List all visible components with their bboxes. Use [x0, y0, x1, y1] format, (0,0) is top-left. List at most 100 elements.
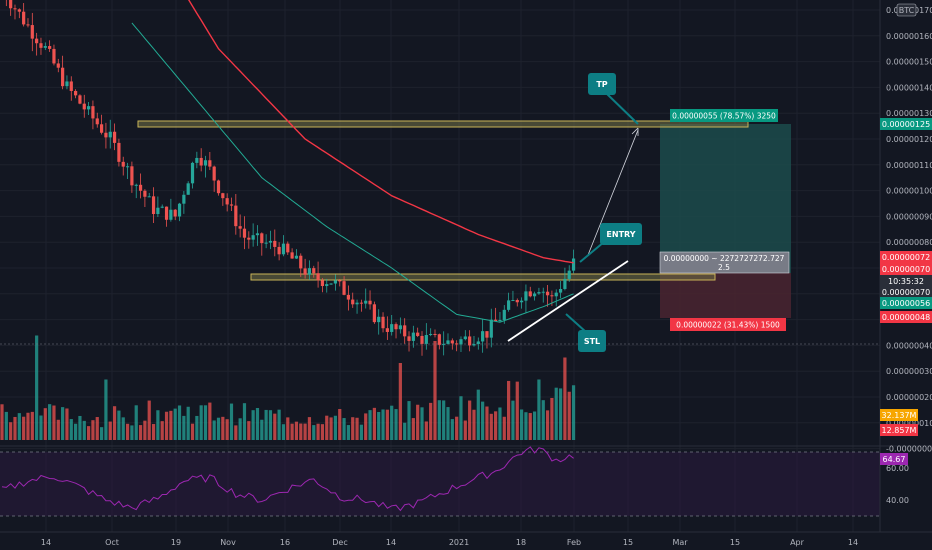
candle-body — [260, 233, 264, 244]
price-tick-label: 0.00000030 — [886, 367, 932, 376]
tp-callout-box[interactable] — [588, 73, 616, 95]
position-target-label[interactable]: 0.00000055 (78.57%) 3250 — [670, 109, 778, 122]
position-entry-label-line1: 0.00000000 ~ 2272727272.727 — [664, 254, 785, 263]
volume-bar — [416, 404, 420, 440]
support-zone[interactable] — [250, 273, 716, 281]
candle-body — [437, 334, 441, 345]
date-tick-label: 15 — [730, 538, 740, 547]
date-tick-label: Feb — [567, 538, 581, 547]
candle-body — [420, 335, 424, 344]
tp-projection-arrow[interactable] — [587, 129, 639, 256]
resistance-rectangle[interactable] — [137, 120, 749, 128]
volume-bar — [342, 418, 346, 440]
volume-bar — [545, 410, 550, 440]
candle-body — [277, 246, 281, 255]
volume-bar — [325, 415, 329, 440]
candle-body — [520, 300, 524, 303]
candle-body — [571, 258, 576, 271]
candle-body — [13, 8, 17, 10]
target-zone-box[interactable] — [660, 124, 791, 273]
price-candles — [5, 0, 576, 356]
volume-bar — [468, 400, 472, 440]
volume-bar — [177, 405, 182, 440]
volume-bar — [208, 402, 212, 440]
candle-body — [61, 67, 65, 87]
candle-body — [372, 304, 376, 323]
volume-bar — [442, 400, 446, 440]
candle-body — [554, 292, 558, 297]
stl-callout-label: STL — [584, 337, 600, 346]
volume-bar — [35, 335, 39, 440]
time-axis[interactable]: 14 Oct 19 Nov 16 Dec 14 2021 18 Feb 15 Mar 15 Apr 14 — [41, 538, 858, 547]
candle-body — [43, 46, 47, 48]
volume-bar — [381, 409, 385, 440]
candle-body — [108, 131, 112, 138]
rsi-value-label-bg — [880, 453, 908, 465]
volume-bar — [528, 413, 532, 440]
tp-callout-pointer — [605, 92, 639, 125]
volume-bar — [463, 420, 467, 440]
stl-callout[interactable]: STL — [565, 313, 606, 352]
candle-body — [212, 166, 216, 181]
price-tick-label: 0.00000100 — [886, 187, 932, 196]
candle-body — [532, 293, 537, 297]
volume-bar — [481, 401, 485, 440]
candle-body — [481, 331, 485, 342]
volume-bar — [320, 424, 325, 440]
volume-bar — [507, 380, 511, 440]
volume-bar — [242, 403, 247, 440]
price-tick-label: 0.00000010 — [886, 419, 932, 428]
candle-body — [125, 166, 130, 168]
candle-body — [424, 335, 428, 344]
volume-bar — [0, 404, 4, 440]
tp-arrow-head — [631, 127, 639, 136]
moving-average-red — [187, 0, 574, 264]
candle-body — [52, 48, 56, 64]
volume-bar — [199, 405, 203, 440]
volume-bar — [433, 341, 437, 440]
entry-callout[interactable]: ENTRY — [579, 223, 642, 263]
volume-bar — [446, 407, 450, 440]
volume-bar — [359, 424, 363, 440]
candle-body — [238, 226, 242, 229]
candle-body — [104, 132, 108, 138]
volume-bar — [134, 405, 138, 440]
date-tick-label: Dec — [332, 538, 347, 547]
candle-body — [177, 203, 182, 217]
candle-body — [95, 118, 99, 125]
candle-body — [35, 38, 39, 44]
position-target-label-text: 0.00000055 (78.57%) 3250 — [672, 112, 776, 121]
date-tick-label: 2021 — [449, 538, 469, 547]
position-stop-label[interactable]: 0.00000022 (31.43%) 1500 — [670, 318, 786, 331]
entry-callout-box[interactable] — [600, 223, 642, 245]
volume-bar — [30, 411, 34, 440]
candle-body — [281, 243, 286, 255]
stl-callout-box[interactable] — [578, 330, 606, 352]
position-boxes[interactable] — [660, 124, 791, 318]
volume-bar — [216, 417, 221, 440]
volume-bar — [303, 423, 307, 440]
date-tick-label: 19 — [171, 538, 181, 547]
volume-bar — [403, 422, 407, 440]
volume-bar — [398, 363, 402, 440]
volume-bar — [22, 416, 26, 440]
ascending-trendline[interactable] — [507, 260, 629, 342]
candle-body — [537, 292, 541, 294]
candle-body — [407, 336, 411, 341]
candle-body — [468, 336, 472, 346]
candle-body — [199, 157, 203, 166]
rsi-axis[interactable]: 60.00 40.00 — [886, 464, 909, 505]
price-tick-label: 0.00000140 — [886, 83, 932, 92]
volume-bar — [316, 423, 320, 440]
support-rectangle[interactable] — [250, 273, 716, 281]
position-entry-label[interactable]: 0.00000000 ~ 2272727272.727 2.5 — [659, 251, 790, 274]
symbol-badge-text: BTC — [899, 6, 915, 15]
rsi-tick-label: 40.00 — [886, 496, 909, 505]
candle-body — [541, 291, 545, 293]
candle-body — [550, 295, 554, 297]
candle-body — [182, 194, 186, 204]
volume-bar — [537, 379, 541, 440]
tp-callout[interactable]: TP — [588, 73, 639, 125]
resistance-zone[interactable] — [137, 120, 749, 128]
